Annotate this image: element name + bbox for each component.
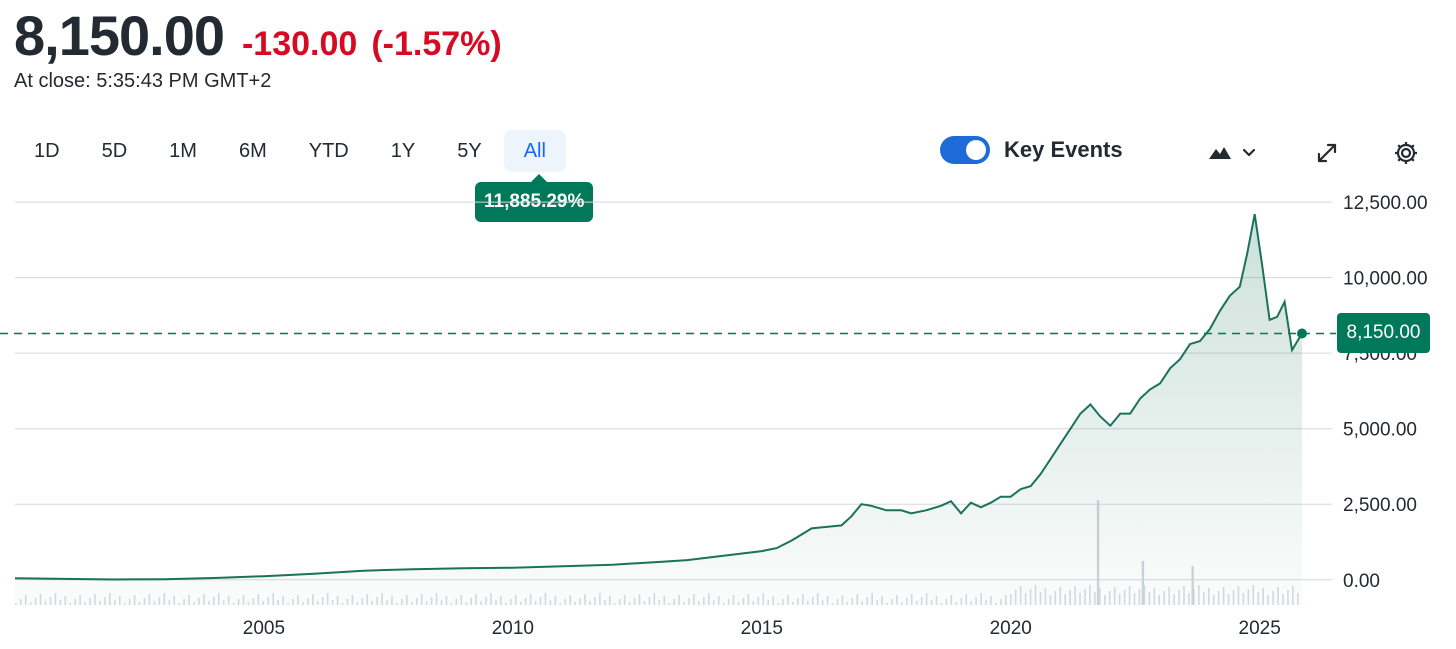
x-tick-label: 2005: [243, 618, 285, 639]
range-5y[interactable]: 5Y: [457, 140, 482, 162]
x-tick-label: 2015: [741, 618, 783, 639]
y-axis: 12,500.0010,000.007,500.005,000.002,500.…: [1343, 193, 1428, 592]
range-1d[interactable]: 1D: [34, 140, 60, 162]
key-events-control: Key Events: [940, 136, 1123, 164]
price-row: 8,150.00 -130.00 (-1.57%): [14, 4, 502, 68]
settings-button[interactable]: [1393, 138, 1419, 168]
price-change: -130.00: [241, 25, 358, 63]
x-tick-label: 2020: [990, 618, 1032, 639]
key-events-label: Key Events: [1004, 137, 1123, 162]
range-all[interactable]: All: [503, 130, 566, 172]
price-chart[interactable]: 12,500.0010,000.007,500.005,000.002,500.…: [0, 190, 1456, 649]
toggle-knob: [966, 140, 986, 160]
range-6m[interactable]: 6M: [238, 140, 267, 162]
y-tick-label: 5,000.00: [1343, 420, 1417, 441]
mountain-chart-icon: [1208, 145, 1232, 161]
quote-header: 8,150.00 -130.00 (-1.57%) At close: 5:35…: [14, 4, 502, 93]
y-tick-label: 2,500.00: [1343, 495, 1417, 516]
chart-type-button[interactable]: [1208, 138, 1256, 168]
x-tick-label: 2025: [1239, 618, 1281, 639]
y-tick-label: 0.00: [1343, 571, 1380, 592]
x-tick-label: 2010: [492, 618, 534, 639]
chevron-down-icon: [1242, 148, 1256, 158]
range-ytd[interactable]: YTD: [308, 140, 349, 162]
range-selector: 1D 5D 1M 6M YTD 1Y 5Y All: [14, 130, 568, 172]
range-1y[interactable]: 1Y: [390, 140, 416, 162]
gear-icon: [1393, 140, 1419, 166]
price-line: [14, 214, 1303, 581]
price-area: [15, 214, 1302, 605]
price-change-percent: (-1.57%): [371, 25, 502, 63]
current-price: 8,150.00: [14, 4, 225, 67]
range-5d[interactable]: 5D: [101, 140, 128, 162]
x-axis: 2005 2010 2015 2020 2025: [243, 618, 1281, 639]
close-time: At close: 5:35:43 PM GMT+2: [14, 70, 272, 92]
expand-icon: [1315, 141, 1339, 165]
y-tick-label: 12,500.00: [1343, 193, 1428, 214]
key-events-toggle[interactable]: [940, 136, 990, 164]
range-1m[interactable]: 1M: [169, 140, 197, 162]
y-tick-label: 10,000.00: [1343, 269, 1428, 290]
last-price-badge: 8,150.00: [1337, 313, 1430, 353]
fullscreen-button[interactable]: [1315, 138, 1339, 168]
last-price-dot: [1297, 328, 1307, 339]
